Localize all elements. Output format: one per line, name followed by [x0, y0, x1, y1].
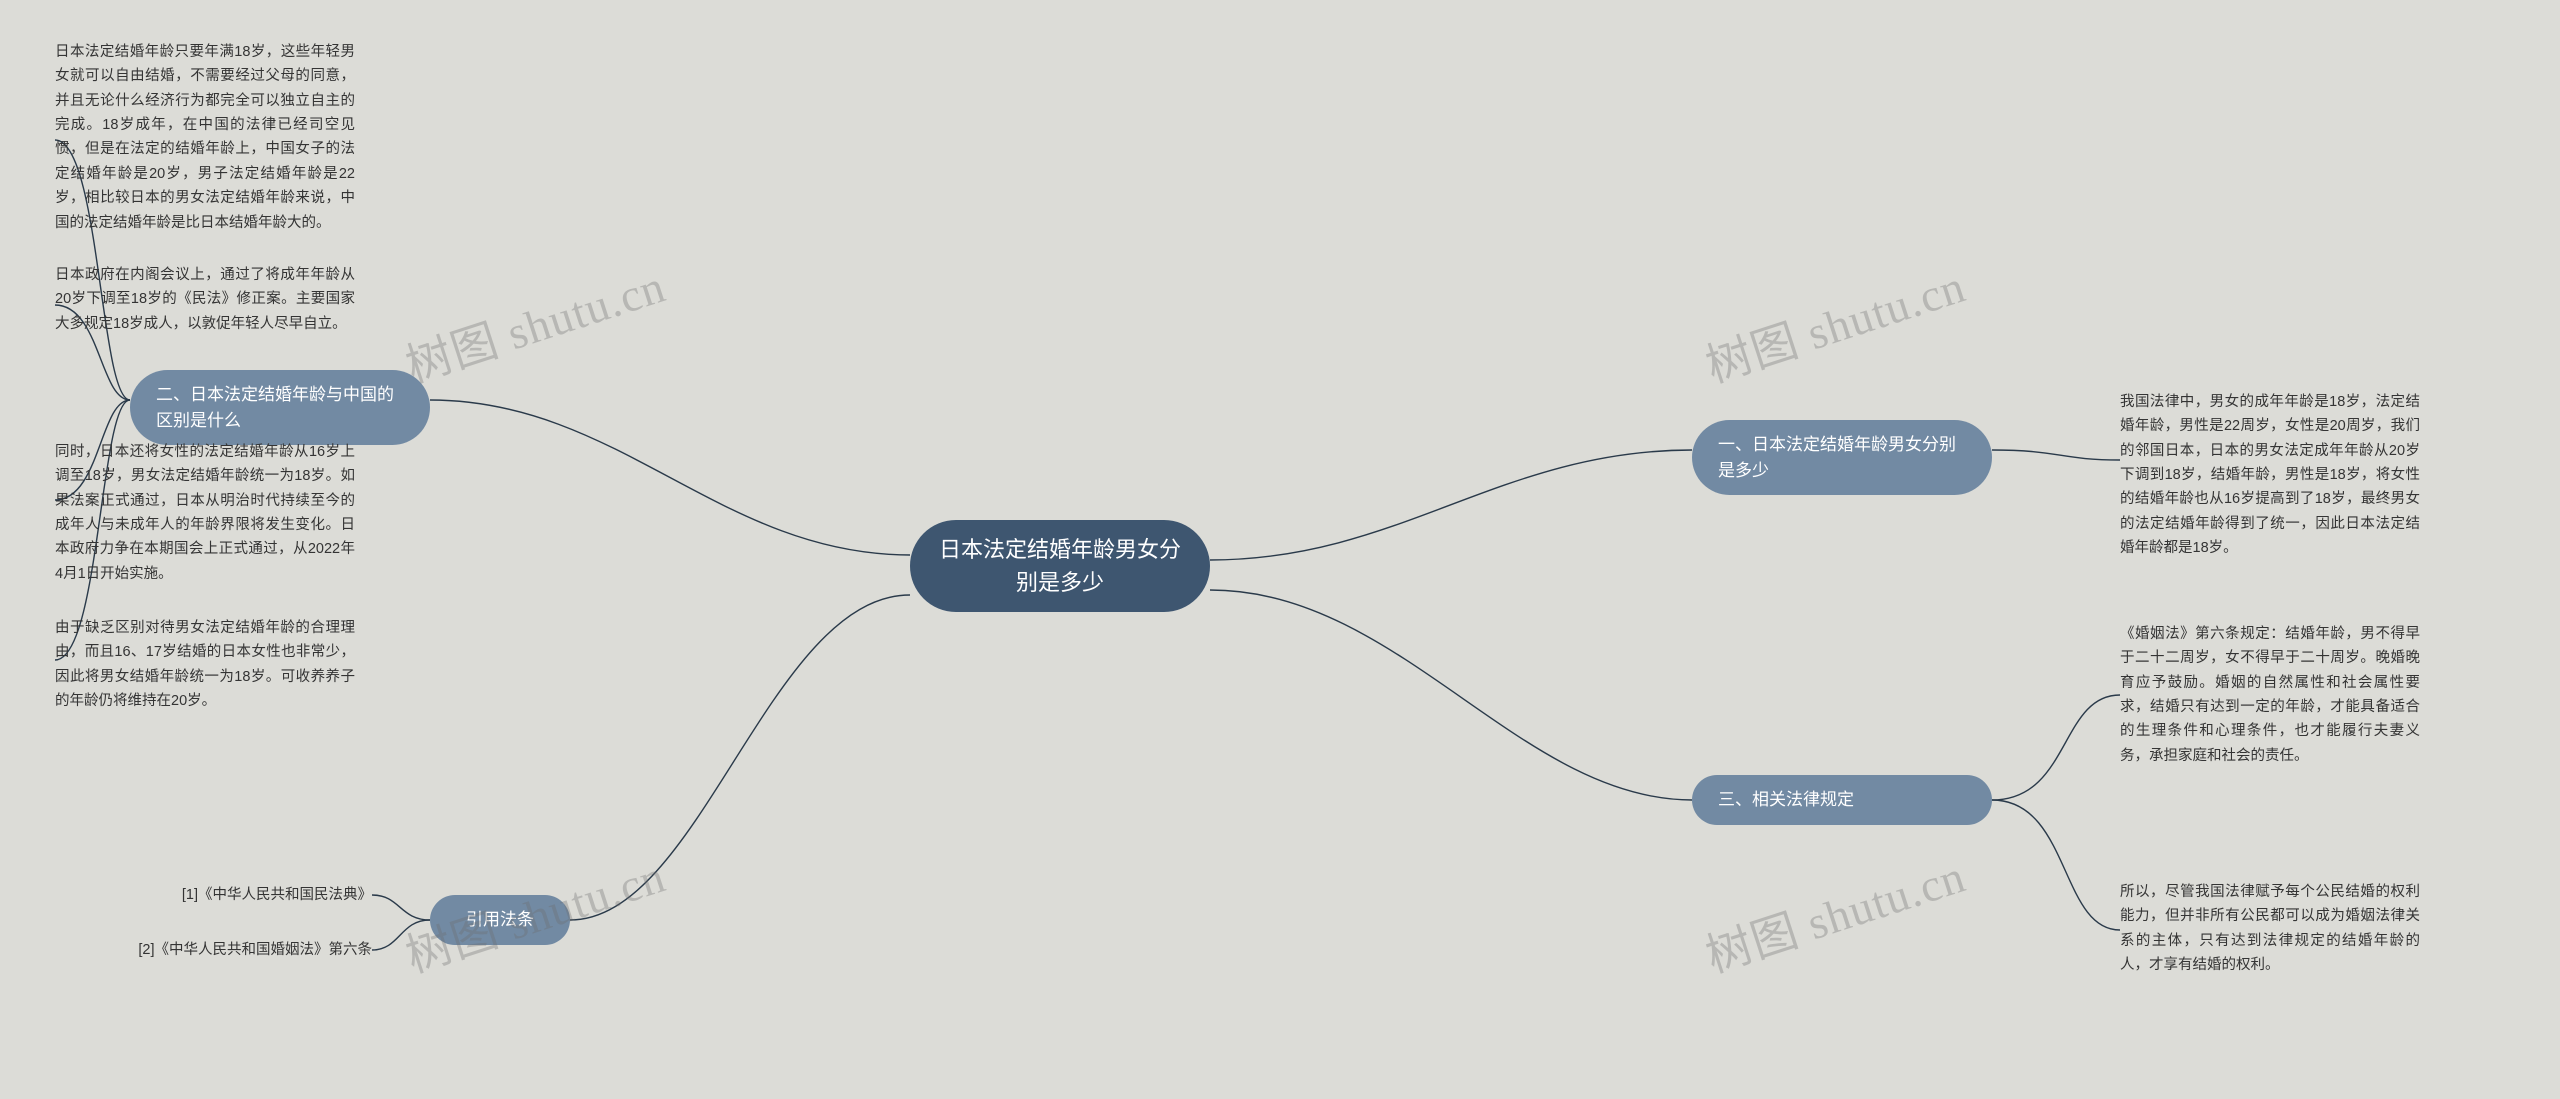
branch-2: 二、日本法定结婚年龄与中国的区别是什么	[130, 370, 430, 445]
branch-4-label: 引用法条	[466, 907, 534, 933]
watermark-3: 树图 shutu.cn	[1696, 250, 1972, 396]
leaf-b3-1: 《婚姻法》第六条规定：结婚年龄，男不得早于二十二周岁，女不得早于二十周岁。晚婚晚…	[2120, 622, 2420, 768]
root-node: 日本法定结婚年龄男女分别是多少	[910, 520, 1210, 612]
leaf-b2-2: 日本政府在内阁会议上，通过了将成年年龄从20岁下调至18岁的《民法》修正案。主要…	[55, 263, 355, 336]
leaf-b2-4: 由于缺乏区别对待男女法定结婚年龄的合理理由，而且16、17岁结婚的日本女性也非常…	[55, 616, 355, 713]
leaf-b4-2: [2]《中华人民共和国婚姻法》第六条	[100, 938, 372, 962]
branch-3: 三、相关法律规定	[1692, 775, 1992, 825]
watermark-1: 树图 shutu.cn	[396, 250, 672, 396]
branch-4: 引用法条	[430, 895, 570, 945]
leaf-b2-3: 同时，日本还将女性的法定结婚年龄从16岁上调至18岁，男女法定结婚年龄统一为18…	[55, 440, 355, 586]
leaf-b4-1: [1]《中华人民共和国民法典》	[142, 883, 372, 907]
leaf-b3-2: 所以，尽管我国法律赋予每个公民结婚的权利能力，但并非所有公民都可以成为婚姻法律关…	[2120, 880, 2420, 977]
watermark-4: 树图 shutu.cn	[1696, 840, 1972, 986]
root-label: 日本法定结婚年龄男女分别是多少	[938, 533, 1182, 599]
branch-2-label: 二、日本法定结婚年龄与中国的区别是什么	[156, 382, 404, 433]
branch-3-label: 三、相关法律规定	[1718, 787, 1854, 813]
branch-1-label: 一、日本法定结婚年龄男女分别是多少	[1718, 432, 1966, 483]
leaf-b1-1: 我国法律中，男女的成年年龄是18岁，法定结婚年龄，男性是22周岁，女性是20周岁…	[2120, 390, 2420, 561]
leaf-b2-1: 日本法定结婚年龄只要年满18岁，这些年轻男女就可以自由结婚，不需要经过父母的同意…	[55, 40, 355, 235]
branch-1: 一、日本法定结婚年龄男女分别是多少	[1692, 420, 1992, 495]
